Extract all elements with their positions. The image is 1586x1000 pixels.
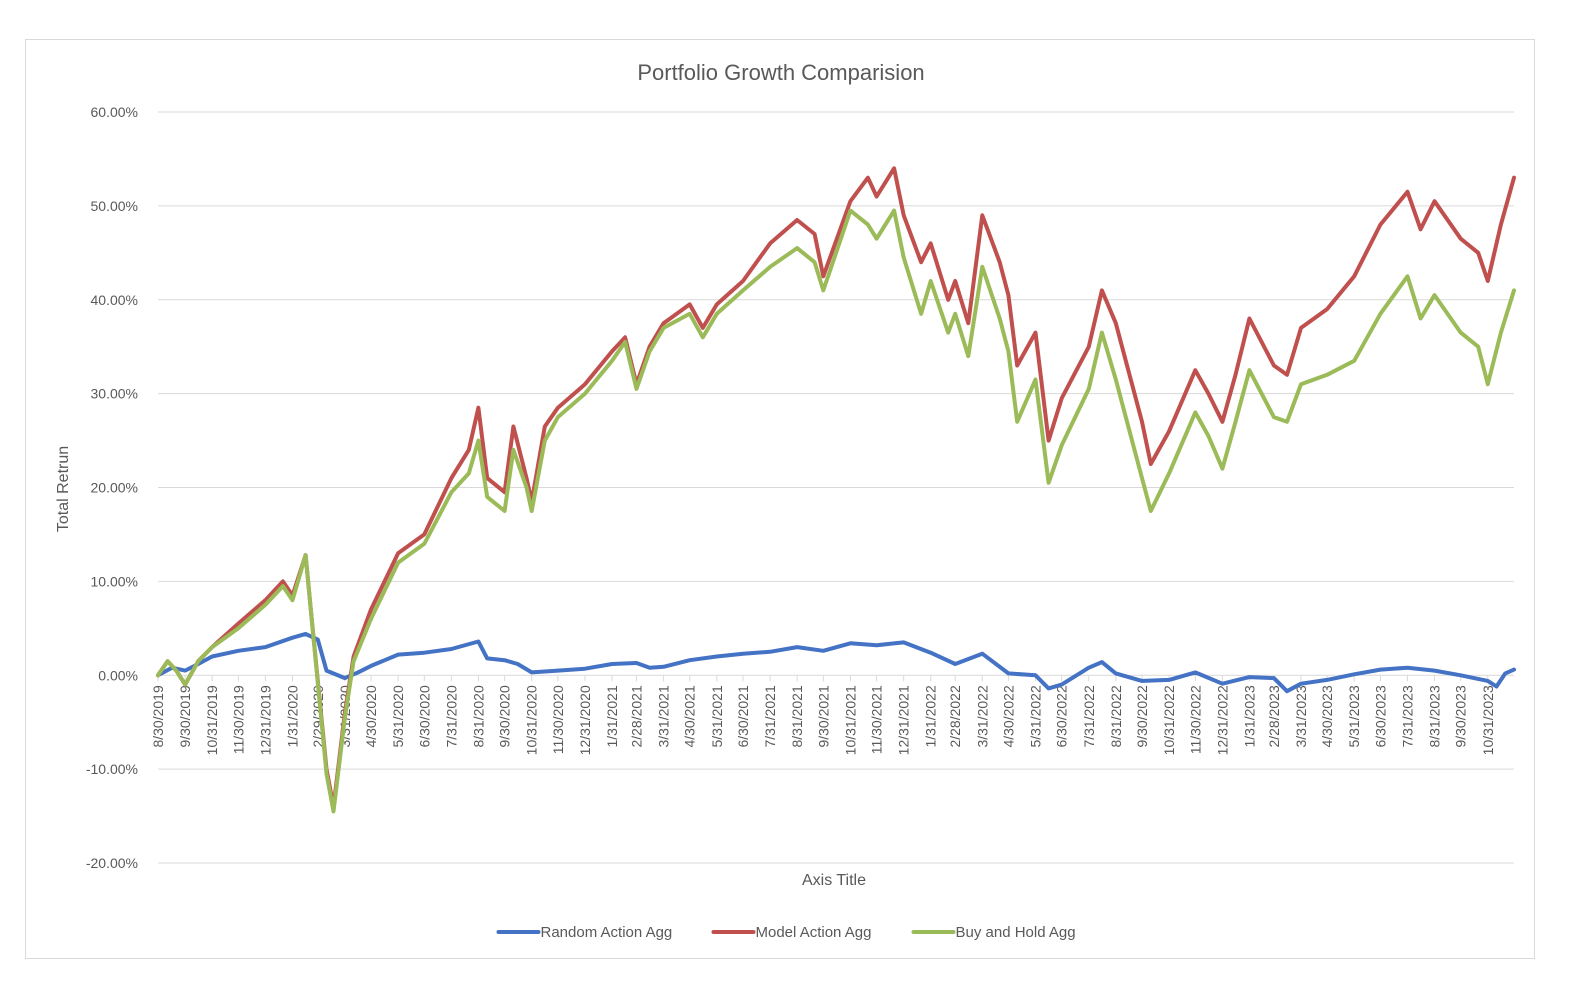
y-tick-label: 60.00%	[91, 104, 138, 120]
x-tick-label: 8/31/2020	[470, 685, 486, 747]
x-tick-label: 7/31/2023	[1399, 685, 1415, 747]
x-tick-label: 7/31/2020	[443, 685, 459, 747]
y-tick-label: 0.00%	[98, 667, 138, 683]
x-tick-label: 10/31/2023	[1480, 685, 1496, 755]
legend-label-buy-and-hold-agg: Buy and Hold Agg	[956, 924, 1076, 941]
x-tick-label: 3/31/2021	[656, 685, 672, 747]
series-lines	[156, 166, 1516, 814]
chart-title: Portfolio Growth Comparision	[637, 60, 924, 85]
y-tick-label: 40.00%	[91, 292, 138, 308]
legend-label-model-action-agg: Model Action Agg	[756, 924, 872, 941]
x-tick-label: 1/31/2021	[604, 685, 620, 747]
x-tick-label: 8/31/2023	[1427, 685, 1443, 747]
x-tick-label: 4/30/2022	[1000, 685, 1016, 747]
y-tick-label: -10.00%	[86, 761, 138, 777]
x-tick-label: 2/28/2022	[947, 685, 963, 747]
x-tick-label: 6/30/2022	[1054, 685, 1070, 747]
series-line-random-action-agg	[156, 631, 1516, 694]
x-tick-label: 6/30/2020	[416, 685, 432, 747]
x-tick-label: 5/31/2022	[1028, 685, 1044, 747]
x-tick-label: 12/31/2019	[257, 685, 273, 755]
x-axis-ticks: 8/30/2019 9/30/2019 10/31/2019 11/30/2019 12…	[150, 675, 1496, 755]
x-tick-label: 7/31/2022	[1081, 685, 1097, 747]
x-tick-label: 5/31/2021	[709, 685, 725, 747]
y-axis-title: Total Retrun	[55, 446, 72, 532]
x-tick-label: 1/31/2022	[923, 685, 939, 747]
x-tick-label: 4/30/2020	[363, 685, 379, 747]
x-tick-label: 10/31/2020	[524, 685, 540, 755]
y-tick-label: 20.00%	[91, 480, 138, 496]
x-tick-label: 5/31/2023	[1346, 685, 1362, 747]
x-tick-label: 8/31/2022	[1108, 685, 1124, 747]
x-tick-label: 9/30/2021	[815, 685, 831, 747]
x-tick-label: 12/31/2021	[896, 685, 912, 755]
x-tick-label: 6/30/2023	[1372, 685, 1388, 747]
x-tick-label: 8/30/2019	[150, 685, 166, 747]
x-tick-label: 9/30/2022	[1134, 685, 1150, 747]
x-tick-label: 7/31/2021	[762, 685, 778, 747]
gridlines	[158, 111, 1514, 864]
y-tick-label: -20.00%	[86, 855, 138, 871]
x-tick-label: 11/30/2020	[550, 685, 566, 754]
x-tick-label: 5/31/2020	[390, 685, 406, 747]
x-tick-label: 4/30/2023	[1319, 685, 1335, 747]
x-tick-label: 9/30/2020	[497, 685, 513, 747]
x-tick-label: 2/28/2023	[1266, 685, 1282, 747]
x-tick-label: 6/30/2021	[735, 685, 751, 747]
x-tick-label: 11/30/2021	[869, 685, 885, 754]
x-tick-label: 1/31/2020	[284, 685, 300, 747]
x-tick-label: 4/30/2021	[682, 685, 698, 747]
series-line-buy-and-hold-agg	[156, 208, 1516, 814]
x-tick-label: 11/30/2022	[1187, 685, 1203, 754]
x-tick-label: 12/31/2020	[577, 685, 593, 755]
y-tick-label: 30.00%	[91, 386, 138, 402]
x-tick-label: 12/31/2022	[1214, 685, 1230, 755]
y-axis-ticks: -20.00% -10.00% 0.00% 10.00% 20.00% 30.00% 40.…	[86, 104, 138, 871]
x-tick-label: 10/31/2019	[204, 685, 220, 755]
legend-label-random-action-agg: Random Action Agg	[541, 924, 673, 941]
x-tick-label: 3/31/2022	[974, 685, 990, 747]
y-tick-label: 50.00%	[91, 198, 138, 214]
x-axis-title: Axis Title	[802, 872, 866, 889]
x-tick-label: 11/30/2019	[230, 685, 246, 754]
legend: Random Action Agg Model Action Agg Buy and…	[496, 924, 1076, 941]
x-tick-label: 10/31/2022	[1161, 685, 1177, 755]
x-tick-label: 10/31/2021	[842, 685, 858, 755]
x-tick-label: 9/30/2019	[177, 685, 193, 747]
chart-frame: Portfolio Growth Comparision -20.00% -10.…	[25, 39, 1535, 959]
x-tick-label: 2/28/2021	[628, 685, 644, 747]
x-tick-label: 3/31/2023	[1293, 685, 1309, 747]
y-tick-label: 10.00%	[91, 573, 138, 589]
line-chart: Portfolio Growth Comparision -20.00% -10.…	[55, 60, 1516, 941]
x-tick-label: 9/30/2023	[1453, 685, 1469, 747]
x-tick-label: 1/31/2023	[1241, 685, 1257, 747]
x-tick-label: 8/31/2021	[789, 685, 805, 747]
